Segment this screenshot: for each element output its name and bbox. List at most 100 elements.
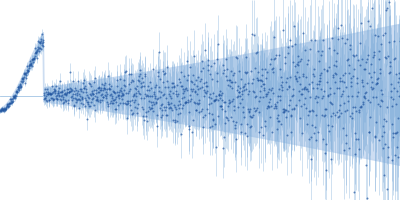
Point (170, 82, 176, 85)
Point (273, 107, 279, 110)
Point (368, 85, 374, 89)
Point (32, 46, 38, 49)
Point (167, 89, 173, 92)
Point (296, 59, 303, 63)
Point (0, 107, 6, 111)
Point (60, 89, 67, 92)
Point (266, 62, 273, 65)
Point (258, 79, 264, 82)
Point (247, 125, 253, 129)
Point (332, 81, 338, 84)
Point (43, 98, 50, 101)
Point (99, 98, 106, 102)
Point (107, 102, 114, 105)
Point (4, 104, 10, 107)
Point (213, 94, 219, 97)
Point (177, 111, 184, 114)
Point (238, 77, 244, 80)
Point (24, 70, 31, 73)
Point (183, 100, 190, 103)
Point (300, 75, 306, 78)
Point (268, 88, 274, 92)
Point (76, 92, 82, 95)
Point (161, 106, 168, 109)
Point (38, 37, 44, 41)
Point (20, 78, 26, 81)
Point (294, 64, 301, 67)
Point (272, 105, 278, 108)
Point (332, 65, 339, 68)
Point (263, 93, 270, 96)
Point (162, 71, 168, 75)
Point (2, 107, 8, 110)
Point (2, 107, 8, 110)
Point (366, 71, 372, 75)
Point (194, 92, 200, 95)
Point (205, 103, 212, 106)
Point (330, 73, 336, 76)
Point (376, 58, 382, 61)
Point (123, 70, 129, 73)
Point (54, 97, 60, 100)
Point (337, 76, 344, 79)
Point (390, 131, 396, 134)
Point (352, 137, 359, 141)
Point (395, 155, 400, 159)
Point (377, 67, 383, 71)
Point (358, 80, 365, 83)
Point (309, 123, 316, 126)
Point (303, 88, 310, 91)
Point (130, 79, 136, 82)
Point (297, 83, 304, 86)
Point (194, 85, 201, 88)
Point (23, 76, 30, 79)
Point (320, 137, 326, 140)
Point (211, 122, 218, 125)
Point (303, 106, 310, 109)
Point (324, 69, 330, 72)
Point (1, 107, 7, 110)
Point (212, 98, 218, 102)
Point (195, 87, 201, 91)
Point (80, 87, 87, 90)
Point (176, 99, 182, 102)
Point (54, 92, 61, 95)
Point (352, 131, 358, 135)
Point (224, 104, 231, 107)
Point (103, 94, 110, 98)
Point (284, 134, 290, 137)
Point (235, 69, 242, 73)
Point (353, 53, 359, 57)
Point (58, 91, 64, 94)
Point (227, 84, 233, 87)
Point (141, 97, 147, 100)
Point (223, 58, 229, 61)
Point (46, 98, 52, 102)
Point (322, 113, 328, 117)
Point (62, 98, 68, 101)
Point (77, 99, 83, 102)
Point (174, 119, 180, 122)
Point (163, 106, 169, 109)
Point (66, 90, 72, 93)
Point (54, 98, 60, 101)
Point (374, 78, 380, 81)
Point (78, 101, 85, 105)
Point (310, 86, 316, 89)
Point (42, 97, 48, 100)
Point (192, 89, 198, 92)
Point (293, 62, 300, 66)
Point (330, 111, 336, 115)
Point (87, 82, 93, 86)
Point (24, 69, 30, 72)
Point (244, 135, 250, 138)
Point (75, 89, 82, 92)
Point (364, 58, 370, 61)
Point (169, 108, 176, 111)
Point (92, 76, 98, 79)
Point (144, 88, 150, 92)
Point (180, 87, 186, 90)
Point (225, 83, 231, 86)
Point (322, 107, 329, 110)
Point (266, 105, 272, 108)
